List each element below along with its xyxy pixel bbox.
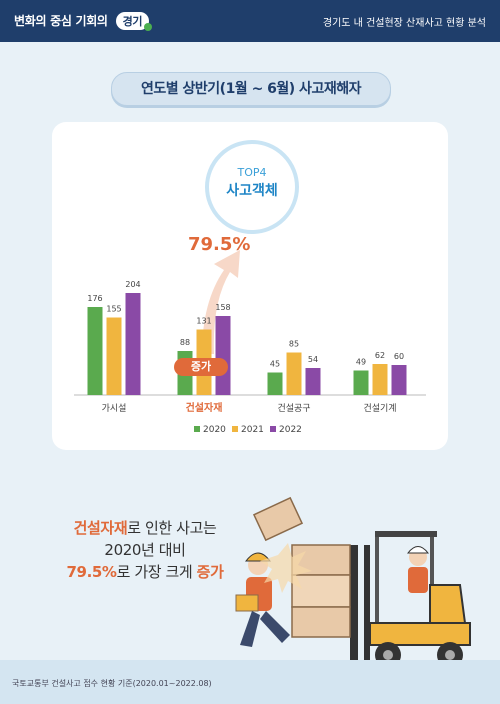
data-label-2022-2: 54 [308,355,318,364]
data-label-2021-0: 155 [106,305,121,314]
caption-line2: 2020년 대비 [104,541,186,559]
data-label-2020-1: 88 [180,338,190,347]
category-label-2: 건설공구 [277,403,310,414]
header-title: 경기도 내 건설현장 산재사고 현황 분석 [322,18,486,29]
legend-swatch-2020 [194,426,200,432]
brand-logo: 변화의 중심 기회의 경기 [14,12,152,31]
data-label-2020-0: 176 [87,294,102,303]
increase-arrow [202,250,240,354]
brand-badge: 경기 [115,12,152,31]
category-label-3: 건설기계 [363,402,396,414]
category-label-0: 가시설 [102,403,127,414]
caption-line3: 로 가장 크게 [116,563,197,581]
bar-2020-0 [87,307,103,395]
summary-caption: 건설자재로 인한 사고는 2020년 대비 79.5%로 가장 크게 증가 [20,517,270,583]
bar-2021-3 [372,364,388,395]
main-title: 연도별 상반기(1월 ~ 6월) 사고재해자 [111,72,391,106]
highlight-percent: 79.5% [188,234,251,255]
legend-swatch-2022 [270,426,276,432]
bar-2021-0 [106,317,122,395]
data-label-2020-3: 49 [356,358,366,367]
bar-2020-3 [353,370,369,395]
data-label-2020-2: 45 [270,360,280,369]
caption-highlight-material: 건설자재 [73,519,128,537]
data-label-2021-1: 131 [196,317,211,326]
category-label-1: 건설자재 [186,401,223,414]
caption-highlight-increase: 증가 [196,563,224,581]
legend-label-2021: 2021 [241,425,264,435]
source-note: 국토교통부 건설사고 접수 현황 기준(2020.01~2022.08) [12,679,212,688]
top4-line2: 사고객체 [226,183,278,199]
header-bar: 변화의 중심 기회의 경기 경기도 내 건설현장 산재사고 현황 분석 [0,0,500,42]
bar-2020-2 [267,372,283,395]
caption-highlight-percent: 79.5% [66,563,117,581]
increase-tag: 증가 [174,358,228,376]
data-label-2021-3: 62 [375,351,385,360]
legend-label-2020: 2020 [203,425,226,435]
forklift-worker-illustration [235,496,471,670]
caption-line1: 로 인한 사고는 [127,519,217,537]
data-label-2022-3: 60 [394,352,404,361]
top4-badge: TOP4 사고객체 [205,140,299,234]
data-label-2022-1: 158 [215,303,230,312]
legend-swatch-2021 [232,426,238,432]
data-label-2022-0: 204 [125,280,140,289]
data-label-2021-2: 85 [289,340,299,349]
bar-2022-1 [215,316,231,395]
footer-band [0,660,500,704]
bar-2022-3 [391,365,407,395]
brand-text: 변화의 중심 기회의 [14,14,108,28]
legend-label-2022: 2022 [279,425,302,435]
bar-2022-2 [305,368,321,395]
bar-2022-0 [125,293,141,395]
bar-2021-2 [286,352,302,395]
top4-line1: TOP4 [237,166,267,179]
